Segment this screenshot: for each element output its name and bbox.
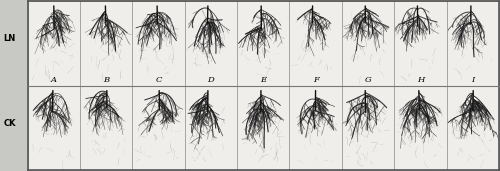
Text: D: D xyxy=(208,76,214,84)
Text: CK: CK xyxy=(4,119,16,128)
Text: C: C xyxy=(156,76,162,84)
Text: F: F xyxy=(313,76,318,84)
Text: H: H xyxy=(417,76,424,84)
Text: G: G xyxy=(364,76,372,84)
Text: E: E xyxy=(260,76,266,84)
Text: I: I xyxy=(471,76,474,84)
Text: A: A xyxy=(50,76,56,84)
Text: LN: LN xyxy=(4,34,16,43)
Text: B: B xyxy=(103,76,109,84)
